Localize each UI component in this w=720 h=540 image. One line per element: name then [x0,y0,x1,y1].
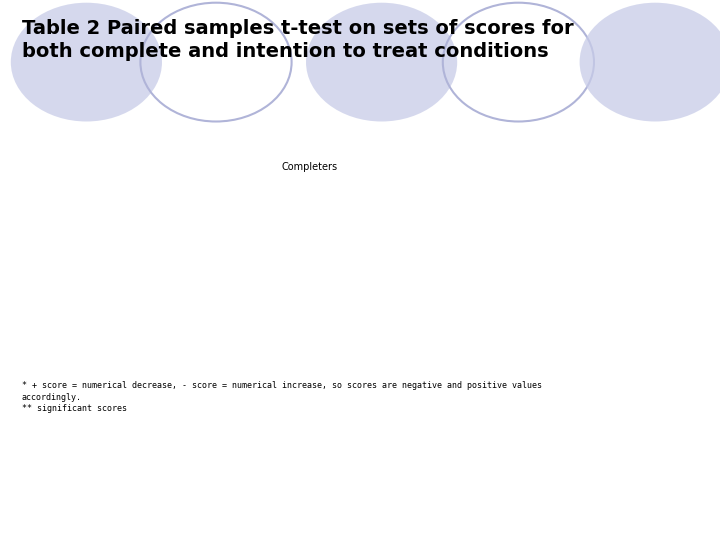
Text: Completers: Completers [282,162,338,172]
Ellipse shape [306,3,457,122]
Text: Table 2 Paired samples t-test on sets of scores for
both complete and intention : Table 2 Paired samples t-test on sets of… [22,19,573,60]
Ellipse shape [11,3,162,122]
Ellipse shape [580,3,720,122]
Text: * + score = numerical decrease, - score = numerical increase, so scores are nega: * + score = numerical decrease, - score … [22,381,541,413]
